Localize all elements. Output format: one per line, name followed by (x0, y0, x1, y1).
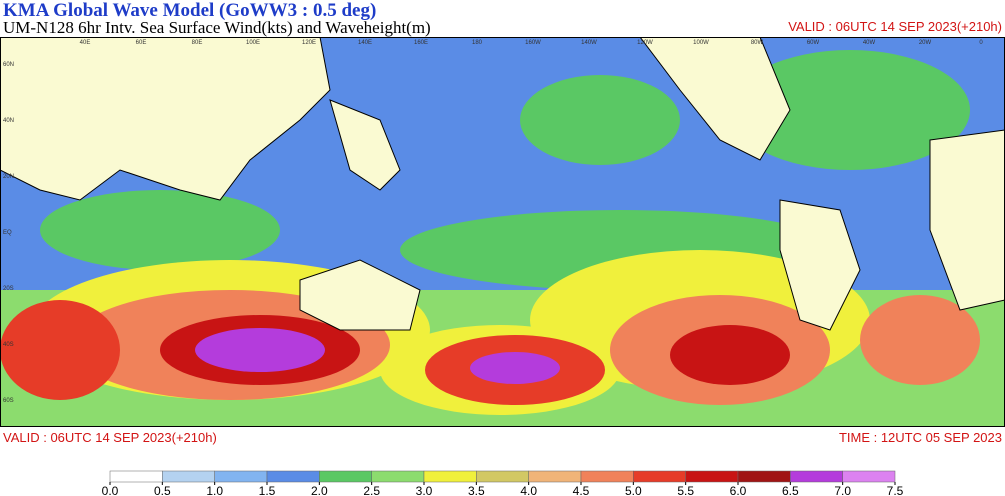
colorbar-label: 4.5 (573, 484, 590, 496)
lat-label: 60S (3, 398, 14, 404)
colorbar-swatch (685, 470, 739, 483)
lat-label: 20N (3, 174, 14, 180)
colorbar-swatch (580, 470, 634, 483)
colorbar-label: 0.0 (102, 484, 119, 496)
colorbar-label: 2.0 (311, 484, 328, 496)
colorbar-label: 5.0 (625, 484, 642, 496)
colorbar-label: 1.0 (206, 484, 223, 496)
colorbar-label: 6.5 (782, 484, 799, 496)
lon-label: 120W (637, 40, 653, 46)
colorbar-swatch (476, 470, 529, 483)
colorbar: 0.0 0.5 1.0 1.5 2.0 2.5 3.0 3.5 4.0 4.5 5.0 5.5 6.0 6… (102, 470, 904, 496)
colorbar-swatch (528, 470, 582, 483)
lon-label: 120E (302, 40, 316, 46)
colorbar-label: 7.0 (834, 484, 851, 496)
lat-label: 20S (3, 286, 14, 292)
land (779, 199, 861, 331)
colorbar-label: 2.5 (363, 484, 380, 496)
wave-zone (195, 328, 325, 372)
colorbar-label: 4.0 (520, 484, 537, 496)
lon-label: 140W (581, 40, 597, 46)
lon-label: 80E (192, 40, 203, 46)
lon-label: 20W (919, 40, 932, 46)
land (299, 259, 421, 331)
map-labels: 40E 60E 80E 100E 120E 140E 160E 180 160W 140W 120W… (3, 40, 983, 404)
colorbar-label: 0.5 (154, 484, 171, 496)
lon-label: 180 (472, 40, 483, 46)
lon-label: 60E (136, 40, 147, 46)
wave-zone (470, 352, 560, 384)
colorbar-label: 7.5 (887, 484, 904, 496)
lat-label: 40S (3, 342, 14, 348)
lon-label: 100W (693, 40, 709, 46)
colorbar-swatch (790, 470, 843, 483)
colorbar-swatch (214, 470, 268, 483)
lat-label: 40N (3, 118, 14, 124)
land (329, 99, 401, 191)
colorbar-swatch (319, 470, 372, 483)
time: TIME : 12UTC 05 SEP 2023 (839, 430, 1002, 445)
wave-zone (0, 300, 120, 400)
colorbar-label: 3.0 (416, 484, 433, 496)
colorbar-swatch (423, 470, 477, 483)
colorbar-swatch (842, 470, 896, 483)
colorbar-swatch (371, 470, 425, 483)
wave-zone (520, 75, 680, 165)
lon-label: 0 (979, 40, 983, 46)
colorbar-label: 6.0 (730, 484, 747, 496)
wave-zone (40, 190, 280, 270)
colorbar-swatch (162, 470, 215, 483)
lon-label: 160E (414, 40, 428, 46)
land (0, 37, 331, 201)
colorbar-label: 5.5 (677, 484, 694, 496)
valid-top: VALID : 06UTC 14 SEP 2023(+210h) (788, 19, 1002, 34)
lon-label: 60W (807, 40, 820, 46)
wave-zone (860, 295, 980, 385)
lon-label: 140E (358, 40, 372, 46)
wave-zone (670, 325, 790, 385)
map (0, 37, 1005, 427)
subtitle: UM-N128 6hr Intv. Sea Surface Wind(kts) … (3, 18, 431, 37)
lat-label: EQ (3, 230, 12, 236)
colorbar-swatch (633, 470, 686, 483)
wave-zone (730, 50, 970, 170)
valid-bottom: VALID : 06UTC 14 SEP 2023(+210h) (3, 430, 217, 445)
lon-label: 160W (525, 40, 541, 46)
colorbar-swatch (266, 470, 320, 483)
colorbar-label: 1.5 (259, 484, 276, 496)
land (929, 129, 1005, 311)
lon-label: 40E (80, 40, 91, 46)
colorbar-swatch (737, 470, 791, 483)
lon-label: 80W (751, 40, 764, 46)
lon-label: 100E (246, 40, 260, 46)
title: KMA Global Wave Model (GoWW3 : 0.5 deg) (3, 0, 376, 21)
lon-label: 40W (863, 40, 876, 46)
colorbar-label: 3.5 (468, 484, 485, 496)
colorbar-swatch (109, 470, 163, 483)
lat-label: 60N (3, 62, 14, 68)
land (639, 37, 791, 161)
